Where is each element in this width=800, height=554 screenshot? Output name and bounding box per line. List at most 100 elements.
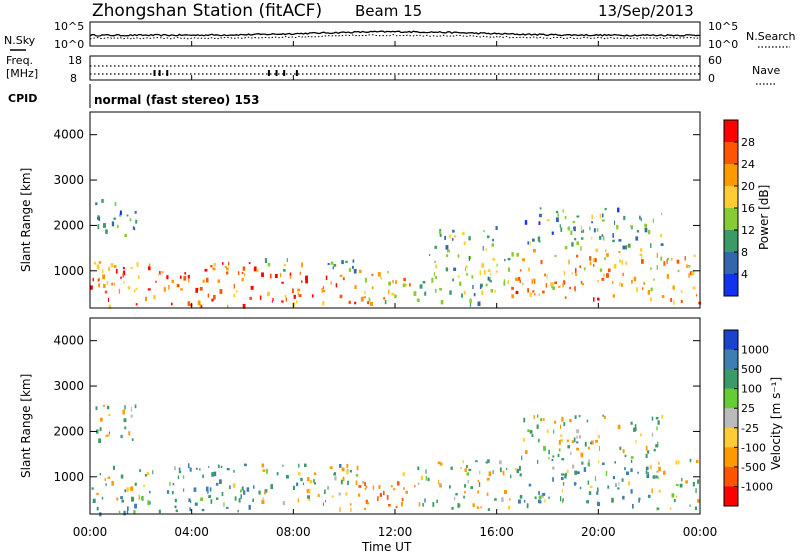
- heatmap-cell: [339, 464, 342, 468]
- heatmap-cell: [647, 450, 650, 454]
- heatmap-cell: [470, 486, 473, 489]
- heatmap-cell: [597, 502, 600, 507]
- heatmap-cell: [564, 296, 567, 299]
- heatmap-cell: [619, 281, 621, 287]
- heatmap-cell: [292, 288, 294, 293]
- heatmap-cell: [517, 276, 521, 281]
- heatmap-cell: [560, 439, 563, 442]
- heatmap-cell: [212, 267, 216, 271]
- heatmap-cell: [313, 482, 316, 485]
- heatmap-cell: [644, 227, 648, 233]
- heatmap-cell: [347, 480, 349, 486]
- heatmap-cell: [636, 230, 640, 233]
- heatmap-cell: [576, 447, 579, 451]
- heatmap-cell: [267, 262, 271, 267]
- heatmap-cell: [108, 304, 112, 309]
- heatmap-cell: [246, 487, 250, 492]
- heatmap-cell: [215, 482, 219, 486]
- heatmap-cell: [660, 256, 663, 261]
- heatmap-cell: [573, 482, 577, 485]
- colorbar-tick-label: 16: [741, 202, 755, 215]
- heatmap-cell: [529, 241, 531, 246]
- heatmap-cell: [207, 293, 210, 298]
- heatmap-cell: [435, 264, 438, 269]
- heatmap-cell: [340, 479, 343, 485]
- heatmap-cell: [522, 437, 525, 442]
- heatmap-cell: [486, 478, 490, 481]
- heatmap-cell: [346, 463, 349, 468]
- heatmap-cell: [147, 500, 150, 506]
- heatmap-cell: [534, 293, 536, 296]
- heatmap-cell: [120, 276, 122, 279]
- heatmap-cell: [102, 269, 104, 274]
- power-colorbar-label: Power [dB]: [757, 185, 771, 250]
- colorbar-segment: [724, 230, 738, 253]
- heatmap-cell: [602, 213, 604, 218]
- heatmap-cell: [646, 474, 650, 479]
- heatmap-cell: [453, 235, 457, 238]
- heatmap-cell: [574, 286, 576, 291]
- heatmap-cell: [452, 238, 454, 241]
- heatmap-cell: [403, 277, 406, 282]
- heatmap-cell: [338, 492, 341, 496]
- heatmap-cell: [434, 288, 437, 293]
- heatmap-cell: [516, 252, 519, 257]
- heatmap-cell: [677, 269, 680, 273]
- heatmap-cell: [612, 233, 614, 238]
- heatmap-cell: [224, 266, 227, 269]
- noise-left-tick-bottom: 10^0: [54, 38, 84, 51]
- heatmap-cell: [469, 298, 472, 304]
- heatmap-cell: [282, 464, 284, 467]
- heatmap-cell: [232, 483, 236, 488]
- heatmap-cell: [108, 297, 109, 302]
- heatmap-cell: [131, 438, 134, 441]
- heatmap-cell: [457, 503, 460, 508]
- heatmap-cell: [461, 293, 463, 298]
- heatmap-cell: [539, 213, 542, 218]
- heatmap-cell: [169, 482, 171, 486]
- heatmap-cell: [538, 438, 540, 443]
- heatmap-cell: [281, 281, 284, 284]
- heatmap-cell: [527, 267, 530, 272]
- heatmap-cell: [449, 234, 451, 239]
- heatmap-cell: [113, 282, 115, 286]
- heatmap-cell: [523, 417, 526, 423]
- heatmap-cell: [614, 220, 616, 225]
- heatmap-cell: [131, 496, 134, 502]
- heatmap-cell: [388, 289, 390, 295]
- heatmap-cell: [300, 477, 303, 482]
- heatmap-cell: [175, 509, 178, 513]
- heatmap-cell: [174, 466, 176, 471]
- heatmap-cell: [219, 289, 223, 294]
- heatmap-cell: [298, 463, 300, 468]
- heatmap-cell: [692, 286, 696, 290]
- y-tick-label: 3000: [53, 173, 84, 187]
- heatmap-cell: [307, 495, 310, 499]
- heatmap-cell: [658, 466, 661, 472]
- heatmap-cell: [617, 207, 620, 213]
- heatmap-cell: [666, 259, 668, 264]
- heatmap-cell: [302, 482, 305, 486]
- heatmap-cell: [444, 236, 446, 240]
- heatmap-cell: [604, 257, 606, 261]
- heatmap-cell: [542, 290, 545, 294]
- heatmap-cell: [270, 484, 273, 490]
- heatmap-cell: [592, 440, 594, 445]
- heatmap-cell: [345, 492, 348, 496]
- heatmap-cell: [621, 478, 624, 482]
- heatmap-cell: [630, 225, 634, 228]
- heatmap-cell: [140, 496, 144, 500]
- heatmap-cell: [469, 302, 472, 307]
- heatmap-cell: [96, 492, 99, 495]
- colorbar-segment: [724, 274, 738, 297]
- heatmap-cell: [560, 424, 562, 429]
- heatmap-cell: [391, 292, 395, 296]
- heatmap-cell: [658, 489, 661, 493]
- heatmap-cell: [221, 492, 224, 497]
- heatmap-cell: [641, 255, 643, 259]
- heatmap-cell: [660, 243, 664, 246]
- heatmap-cell: [552, 466, 555, 470]
- heatmap-cell: [574, 238, 577, 241]
- colorbar-tick-label: 20: [741, 180, 755, 193]
- heatmap-cell: [405, 490, 408, 494]
